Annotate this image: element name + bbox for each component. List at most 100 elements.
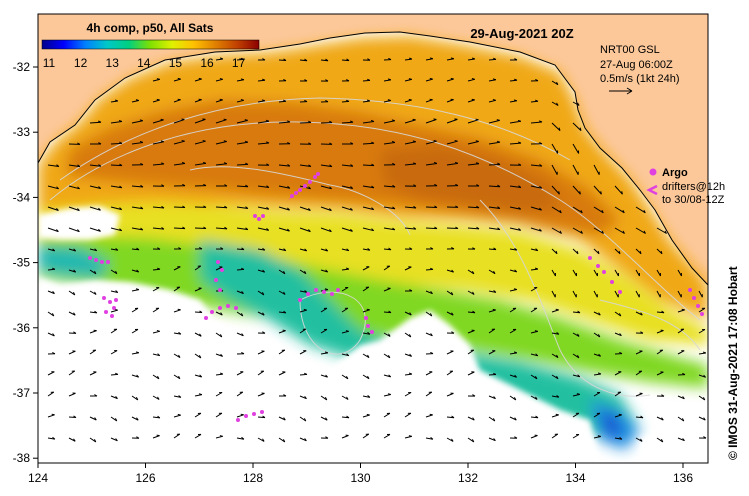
current-vector: [425, 437, 433, 440]
current-vector-head: [409, 289, 413, 292]
current-vector-head: [618, 250, 621, 254]
current-vector: [194, 311, 203, 313]
current-vector: [383, 374, 391, 378]
current-vector-head: [52, 290, 55, 294]
current-vector-head: [182, 205, 186, 208]
current-vector-head: [140, 162, 144, 166]
current-vector-head: [430, 247, 434, 250]
current-vector: [257, 248, 265, 251]
current-vector-head: [346, 415, 350, 419]
current-vector-head: [366, 308, 370, 311]
current-vector: [530, 268, 538, 271]
current-vector-head: [135, 351, 140, 354]
current-vector: [509, 185, 521, 188]
current-vector-head: [539, 207, 542, 211]
current-vector: [677, 437, 685, 442]
current-vector: [257, 437, 265, 442]
current-vector-head: [618, 313, 622, 317]
current-vector-head: [283, 394, 287, 397]
current-vector: [551, 414, 559, 418]
current-vector-head: [303, 308, 307, 311]
current-vector: [173, 395, 181, 398]
current-vector: [131, 307, 139, 313]
current-vector: [278, 371, 286, 376]
current-vector-head: [51, 413, 55, 416]
current-vector: [257, 206, 269, 210]
current-vector: [215, 412, 223, 418]
current-vector-head: [161, 162, 165, 165]
current-vector-head: [160, 140, 164, 143]
current-vector: [614, 332, 622, 337]
current-vector: [362, 332, 370, 335]
current-vector-head: [136, 269, 140, 273]
current-vector: [341, 395, 349, 400]
current-vector: [341, 248, 349, 252]
current-vector: [572, 353, 580, 359]
current-vector-head: [119, 185, 123, 189]
current-vector: [425, 371, 433, 376]
current-vector: [530, 374, 538, 380]
current-vector: [215, 332, 223, 338]
current-vector-head: [115, 372, 119, 375]
current-vector: [110, 227, 122, 232]
current-vector: [635, 416, 644, 419]
current-vector: [278, 227, 290, 232]
current-vector: [446, 78, 454, 82]
current-vector-head: [325, 58, 329, 62]
current-vector-head: [371, 207, 375, 210]
current-vector-head: [496, 140, 501, 143]
current-vector: [131, 352, 139, 355]
current-vector: [215, 163, 227, 166]
current-vector: [677, 350, 685, 355]
current-vector-head: [94, 270, 97, 275]
current-vector: [593, 248, 600, 255]
current-vector: [551, 122, 561, 131]
current-vector-head: [304, 438, 307, 442]
current-vector-head: [430, 267, 434, 270]
current-vector: [509, 307, 517, 313]
current-vector-head: [597, 435, 601, 437]
current-vector: [383, 142, 395, 145]
current-vector: [173, 78, 181, 82]
current-vector-head: [682, 438, 685, 442]
current-vector-head: [387, 78, 392, 81]
current-vector-head: [181, 118, 185, 120]
current-vector-head: [325, 436, 329, 439]
current-vector-head: [73, 248, 77, 252]
current-vector-head: [387, 354, 391, 359]
current-vector: [341, 121, 354, 124]
current-vector: [341, 416, 350, 419]
current-vector-head: [493, 396, 496, 400]
current-vector: [110, 100, 118, 103]
current-vector-head: [619, 333, 622, 337]
current-vector-head: [580, 230, 583, 234]
current-vector-head: [94, 248, 98, 252]
current-vector: [404, 119, 416, 124]
current-vector: [47, 206, 59, 211]
current-vector-head: [329, 142, 333, 145]
current-vector-head: [455, 183, 459, 187]
current-vector: [509, 328, 517, 334]
current-vector-head: [664, 230, 667, 234]
current-vector: [47, 290, 55, 295]
sst-field: [38, 36, 708, 450]
current-vector: [593, 412, 601, 418]
current-vector: [467, 227, 480, 230]
current-vector-head: [367, 78, 371, 81]
current-vector: [404, 163, 416, 166]
current-vector: [173, 374, 181, 380]
current-vector: [194, 433, 202, 439]
current-vector: [383, 206, 395, 210]
current-vector-head: [304, 79, 308, 82]
current-vector-head: [408, 334, 412, 338]
current-vector-head: [303, 418, 307, 422]
current-vector: [530, 416, 539, 419]
current-vector-head: [51, 313, 55, 317]
y-tick-label: -36: [13, 321, 31, 335]
y-tick-label: -37: [13, 386, 31, 400]
current-vector: [698, 329, 706, 334]
current-vector: [89, 121, 102, 124]
current-vector: [152, 374, 160, 380]
current-vector: [467, 290, 475, 295]
current-vector-head: [514, 78, 518, 81]
